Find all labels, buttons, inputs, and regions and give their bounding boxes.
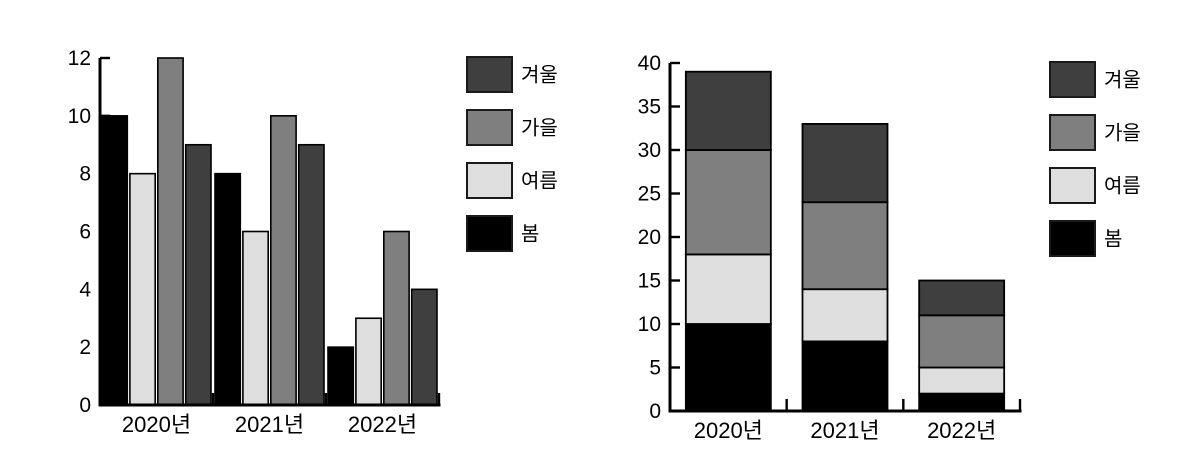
bar-여름-2021년 (242, 230, 269, 406)
segment-봄-2021년 (801, 340, 889, 412)
bar-여름-2022년 (355, 317, 382, 406)
legend-label-봄: 봄 (521, 224, 539, 246)
bar-가을-2020년 (157, 57, 184, 406)
bar-겨울-2020년 (184, 143, 212, 406)
legend-label-봄: 봄 (1104, 229, 1122, 251)
y-tick-label: 0 (649, 400, 661, 423)
segment-여름-2020년 (684, 253, 772, 325)
x-tick-label: 2022년 (348, 412, 417, 437)
y-tick-label: 15 (638, 270, 661, 293)
segment-봄-2020년 (684, 323, 772, 412)
segment-가을-2020년 (684, 149, 772, 256)
y-tick-label: 10 (638, 313, 661, 336)
legend-label-가을: 가을 (1104, 122, 1141, 145)
segment-겨울-2022년 (918, 279, 1006, 317)
y-tick-label: 35 (638, 96, 661, 119)
legend-label-여름: 여름 (1104, 175, 1141, 198)
y-tick-label: 2 (79, 336, 91, 359)
segment-봄-2022년 (918, 392, 1006, 412)
segment-겨울-2021년 (801, 123, 889, 204)
y-tick-label: 30 (638, 139, 661, 162)
segment-여름-2022년 (918, 366, 1006, 395)
legend-swatch-봄 (466, 215, 513, 252)
x-tick-label: 2020년 (122, 412, 191, 437)
legend-swatch-여름 (466, 162, 513, 199)
bar-가을-2021년 (269, 115, 297, 406)
legend-label-겨울: 겨울 (1104, 69, 1141, 92)
segment-여름-2021년 (801, 288, 889, 343)
legend-swatch-가을 (1049, 114, 1096, 151)
y-tick-label: 40 (638, 52, 661, 75)
x-tick-label: 2022년 (927, 418, 996, 443)
legend-swatch-여름 (1049, 167, 1096, 204)
y-tick-label: 8 (79, 163, 91, 186)
segment-가을-2022년 (918, 314, 1006, 369)
legend-label-가을: 가을 (521, 117, 558, 140)
legend-label-여름: 여름 (521, 170, 558, 193)
x-tick-label: 2021년 (810, 418, 879, 443)
y-tick-label: 10 (68, 105, 91, 128)
bar-봄-2022년 (327, 346, 355, 406)
y-tick-label: 4 (79, 278, 91, 301)
legend-swatch-겨울 (466, 56, 513, 93)
bar-겨울-2022년 (410, 288, 438, 406)
segment-겨울-2020년 (684, 70, 772, 151)
bar-여름-2020년 (129, 172, 156, 406)
legend-swatch-가을 (466, 109, 513, 146)
y-tick-label: 25 (638, 183, 661, 206)
y-tick-label: 5 (649, 357, 661, 380)
bar-봄-2020년 (101, 115, 129, 406)
bar-가을-2022년 (382, 230, 410, 406)
legend-swatch-봄 (1049, 220, 1096, 257)
x-tick-label: 2021년 (235, 412, 304, 437)
bar-겨울-2021년 (297, 143, 325, 406)
bar-봄-2021년 (214, 172, 242, 406)
segment-가을-2021년 (801, 201, 889, 291)
legend-swatch-겨울 (1049, 61, 1096, 98)
y-tick-label: 20 (638, 226, 661, 249)
y-tick-label: 12 (68, 47, 91, 70)
legend-label-겨울: 겨울 (521, 64, 558, 87)
y-tick-label: 6 (79, 221, 91, 244)
x-tick-label: 2020년 (694, 418, 763, 443)
y-tick-label: 0 (79, 394, 91, 417)
